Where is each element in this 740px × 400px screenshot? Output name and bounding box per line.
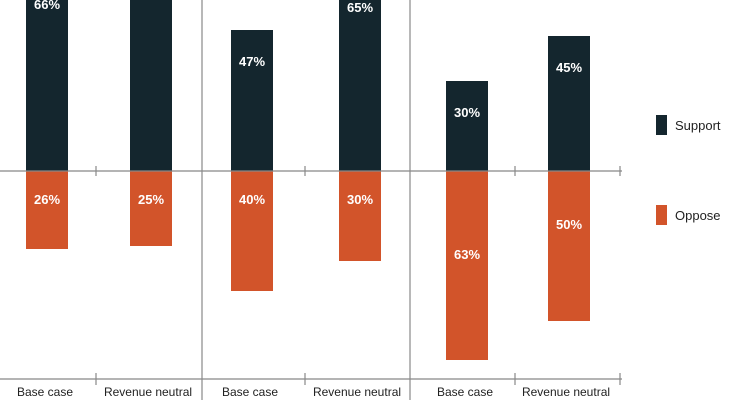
bar-support [231, 30, 273, 171]
category-label: Base case [17, 385, 73, 399]
category-label: Base case [437, 385, 493, 399]
legend-label-support: Support [675, 117, 721, 133]
category-label: Revenue neutral [522, 385, 610, 399]
data-label-support: 65% [347, 0, 373, 15]
category-label: Revenue neutral [313, 385, 401, 399]
data-label-support: 47% [239, 54, 265, 69]
data-label-support: 45% [556, 60, 582, 75]
legend-swatch-oppose [656, 205, 667, 225]
bar-support [130, 0, 172, 171]
data-label-oppose: 25% [138, 192, 164, 207]
legend-label-oppose: Oppose [675, 207, 721, 223]
data-label-oppose: 63% [454, 247, 480, 262]
data-label-support: 66% [34, 0, 60, 12]
chart: 66%26%Base case70%25%Revenue neutral47%4… [0, 0, 622, 400]
bar-oppose [26, 171, 68, 249]
bar-oppose [231, 171, 273, 291]
data-label-oppose: 50% [556, 217, 582, 232]
bar-oppose [446, 171, 488, 360]
bar-support [446, 81, 488, 171]
data-label-support: 30% [454, 105, 480, 120]
data-label-oppose: 26% [34, 192, 60, 207]
category-label: Revenue neutral [104, 385, 192, 399]
bar-oppose [548, 171, 590, 321]
bar-support [26, 0, 68, 171]
legend-item-support: Support [656, 115, 721, 135]
category-label: Base case [222, 385, 278, 399]
bar-support [548, 36, 590, 171]
legend-item-oppose: Oppose [656, 205, 721, 225]
legend: Support Oppose [656, 0, 740, 400]
bar-support [339, 0, 381, 171]
legend-swatch-support [656, 115, 667, 135]
data-label-oppose: 30% [347, 192, 373, 207]
data-label-oppose: 40% [239, 192, 265, 207]
bar-oppose [130, 171, 172, 246]
bar-oppose [339, 171, 381, 261]
